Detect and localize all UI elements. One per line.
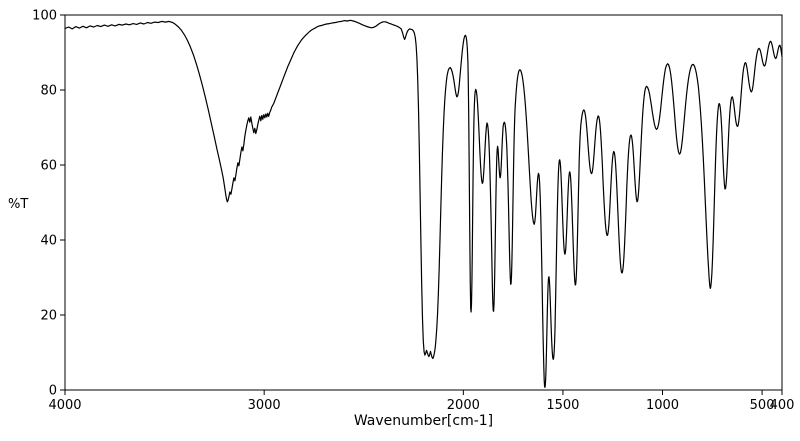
y-tick-label: 60 bbox=[40, 159, 57, 174]
x-axis-title: Wavenumber[cm-1] bbox=[353, 413, 494, 429]
x-tick-label: 1500 bbox=[546, 398, 579, 413]
spectrum-trace bbox=[64, 19, 783, 388]
y-tick-label: 100 bbox=[32, 9, 57, 24]
y-tick-label: 0 bbox=[49, 384, 57, 399]
y-tick-label: 40 bbox=[40, 234, 57, 249]
y-axis-title: %T bbox=[8, 197, 29, 212]
x-tick-label: 1000 bbox=[646, 398, 679, 413]
y-tick-label: 80 bbox=[40, 84, 57, 99]
x-tick-label: 3000 bbox=[248, 398, 281, 413]
x-tick-label: 2000 bbox=[447, 398, 480, 413]
x-tick-label: 500 bbox=[750, 398, 775, 413]
x-tick-label: 4000 bbox=[48, 398, 81, 413]
plot-frame bbox=[64, 14, 783, 391]
y-tick-label: 20 bbox=[40, 309, 57, 324]
x-tick-label: 400 bbox=[770, 398, 795, 413]
